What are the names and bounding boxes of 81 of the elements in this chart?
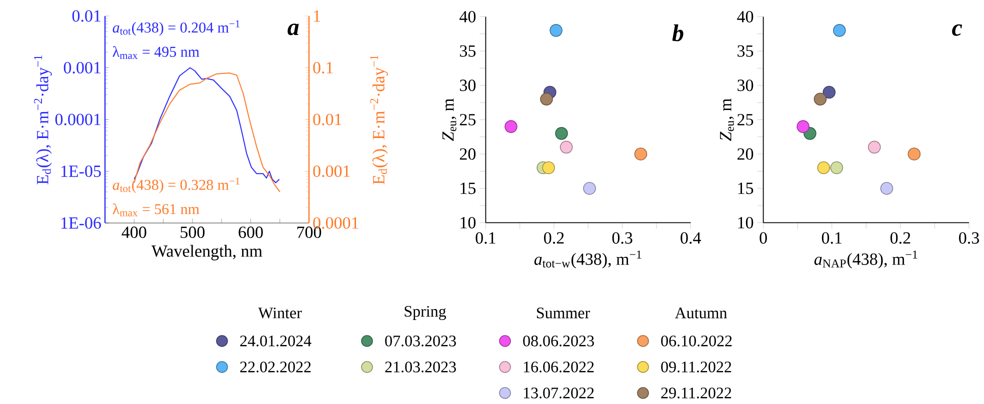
legend-label: 09.11.2022	[661, 362, 732, 372]
chart-title: b	[672, 24, 684, 42]
annotation: λ$_{max}$ = 495 nm	[112, 46, 200, 60]
annotation: a$_{tot}$(438) = 0.204 m$^{−1}$	[112, 20, 240, 36]
text: Summer	[536, 308, 590, 318]
point	[560, 140, 573, 154]
point	[796, 120, 810, 133]
y-tick-label: 40	[737, 10, 754, 22]
y-tick-label: 35	[460, 45, 476, 57]
point	[817, 161, 830, 174]
annotation: a$_{tot}$(438) = 0.328 m$^{−1}$	[112, 178, 240, 193]
x-tick-label: 0	[760, 232, 767, 244]
text: Autumn	[674, 308, 727, 318]
y-tick-label: 0.01	[72, 10, 100, 22]
point	[504, 120, 518, 133]
x-tick-label: 0.2	[890, 232, 910, 244]
x-tick-label: 600	[238, 226, 263, 238]
y-tick-label: 1	[314, 10, 320, 22]
text: Winter	[258, 308, 302, 318]
x-tick-label: 400	[122, 226, 146, 238]
point	[634, 148, 648, 160]
y-tick-label: 25	[738, 114, 754, 126]
annotation: λ$_{max}$ = 561 nm	[112, 204, 200, 216]
legend-label: 21.03.2023	[385, 362, 456, 372]
point	[583, 182, 596, 195]
x-tick-label: 0.1	[476, 232, 496, 244]
legend-label: 08.06.2023	[523, 336, 594, 346]
point	[868, 140, 881, 154]
y-tick-label: 0.001	[313, 165, 350, 178]
legend-label: 24.01.2024	[240, 336, 312, 346]
point	[814, 92, 827, 106]
x-axis-title: a$_{NAP}$(438), m$^{−1}$	[814, 250, 918, 268]
y-axis-title: Z$_{eu}$, m	[720, 98, 734, 142]
y-tick-label: 20	[460, 148, 476, 160]
text: Spring	[404, 306, 446, 320]
y-tick-label: 0.1	[313, 62, 333, 74]
y-tick-label: 15	[738, 182, 754, 194]
legend-label: 07.03.2023	[385, 336, 456, 346]
y-tick-label: 20	[738, 148, 754, 160]
x-tick-label: 0.2	[544, 232, 564, 244]
x-tick-label: 500	[180, 226, 205, 238]
y-tick-label: 10	[460, 216, 476, 228]
legend-label: 22.02.2022	[240, 362, 311, 372]
x-axis-title: Wavelength, nm	[152, 244, 262, 260]
legend-label: 06.10.2022	[661, 336, 732, 346]
y-tick-label: 1E-06	[61, 217, 101, 229]
x-tick-label: 700	[297, 226, 322, 238]
y-axis-title: E$_{d}$(λ), E·m$^{−2}$·day$^{−1}$	[370, 55, 388, 184]
point	[550, 24, 562, 37]
y-tick-label: 35	[738, 45, 754, 57]
y-tick-label: 30	[460, 80, 476, 92]
x-tick-label: 0.3	[612, 232, 632, 244]
y-tick-label: 1E-05	[61, 166, 101, 177]
legend-label: 16.06.2022	[524, 362, 594, 372]
y-tick-label: 15	[460, 182, 476, 194]
y-tick-label: 0.0001	[313, 217, 358, 229]
point	[908, 148, 921, 160]
y-tick-label: 10	[738, 216, 754, 228]
legend-label: 29.11.2022	[661, 388, 732, 398]
chart-title: a	[288, 24, 299, 36]
x-tick-label: 0.1	[822, 232, 842, 244]
point	[880, 182, 894, 195]
y-tick-label: 30	[738, 80, 754, 92]
point	[555, 127, 568, 140]
point	[822, 86, 836, 99]
point	[542, 161, 555, 174]
y-tick-label: 0.01	[313, 114, 342, 126]
point	[540, 92, 553, 106]
y-tick-label: 40	[460, 10, 476, 22]
y-axis-title: Z$_{eu}$, m	[442, 98, 456, 142]
y-tick-label: 25	[460, 114, 476, 126]
point	[830, 161, 844, 174]
chart-title: c	[952, 24, 962, 36]
point	[833, 24, 846, 37]
legend-label: 13.07.2022	[524, 388, 594, 398]
y-axis-title: E$_{d}$(λ), E·m$^{−2}$·day$^{−1}$	[34, 55, 52, 184]
x-axis-title: a$_{tot−w}$(438), m$^{−1}$	[534, 250, 642, 268]
y-tick-label: 0.0001	[55, 114, 100, 126]
y-tick-label: 0.001	[64, 62, 100, 74]
x-tick-label: 0.3	[959, 232, 979, 244]
x-tick-label: 0.4	[680, 232, 701, 244]
